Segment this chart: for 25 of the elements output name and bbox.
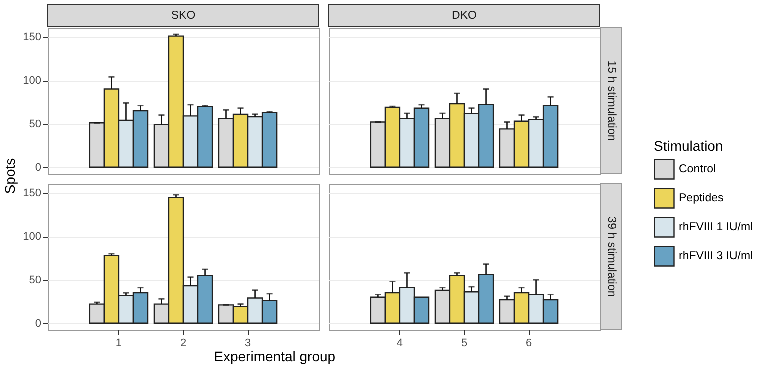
legend-label: Peptides — [679, 192, 724, 204]
y2-axis-title: 39 h stimulation — [606, 216, 618, 298]
legend-label: Control — [679, 164, 716, 176]
x-axis-title: Experimental group — [214, 348, 336, 364]
y-tick-label: 100 — [23, 75, 42, 88]
y-tick-label: 0 — [35, 318, 42, 330]
y-tick-label: 100 — [23, 231, 42, 244]
y-tick-label: 150 — [23, 188, 42, 200]
legend-label: rhFVIII 3 IU/ml — [679, 250, 754, 262]
x-tick-label: 5 — [461, 338, 468, 350]
x-tick-label: 6 — [526, 338, 532, 350]
y2-axis-title: 15 h stimulation — [606, 60, 618, 142]
y-tick-label: 50 — [29, 274, 42, 286]
y-axis-title: Spots — [2, 158, 18, 194]
y-tick-label: 150 — [23, 32, 42, 44]
x-tick-label: 2 — [180, 338, 187, 350]
y-tick-label: 0 — [35, 162, 42, 174]
x-tick-label: 3 — [244, 338, 252, 350]
chart-title: SKO — [171, 10, 196, 22]
chart-title: DKO — [452, 10, 478, 22]
x-tick-label: 1 — [116, 338, 122, 350]
y-tick-label: 50 — [29, 118, 42, 130]
legend-title: Stimulation — [654, 138, 724, 154]
x-tick-label: 4 — [396, 338, 404, 350]
legend-label: rhFVIII 1 IU/ml — [679, 222, 754, 234]
